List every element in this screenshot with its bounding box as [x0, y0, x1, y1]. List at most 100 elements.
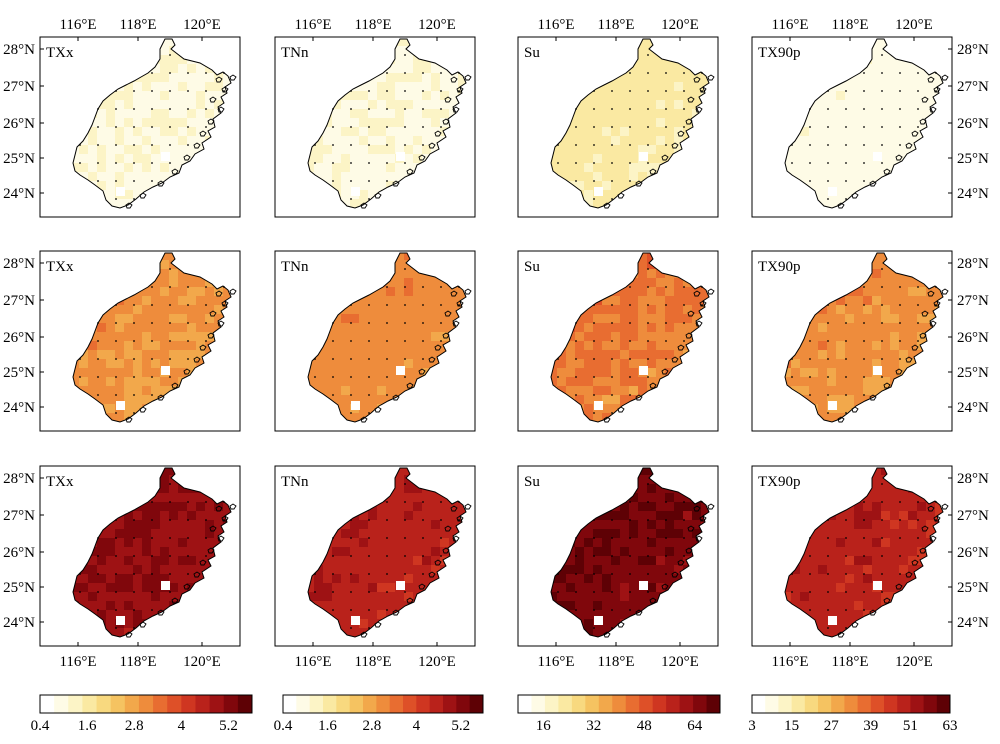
- grid-cell: [620, 547, 630, 557]
- station-dot: [115, 537, 117, 539]
- grid-cell: [151, 136, 161, 146]
- grid-cell: [440, 109, 450, 119]
- grid-cell: [178, 350, 188, 360]
- station-dot: [368, 340, 370, 342]
- grid-cell: [377, 538, 387, 548]
- grid-cell: [413, 82, 423, 92]
- longitude-label: 120°E: [661, 17, 699, 33]
- grid-cell: [431, 502, 441, 512]
- grid-cell: [115, 628, 125, 637]
- island: [374, 406, 382, 413]
- grid-cell: [169, 520, 179, 530]
- station-dot: [917, 322, 919, 324]
- grid-cell: [124, 592, 134, 602]
- grid-cell: [160, 475, 170, 485]
- grid-cell: [665, 556, 675, 566]
- grid-cell: [97, 314, 107, 324]
- grid-cell: [308, 592, 315, 602]
- station-dot: [917, 72, 919, 74]
- grid-cell: [440, 82, 450, 92]
- latitude-label: 27°N: [3, 79, 35, 95]
- grid-cell: [404, 574, 414, 584]
- station-dot: [133, 340, 135, 342]
- grid-cell: [611, 377, 621, 387]
- grid-cell: [818, 359, 828, 369]
- station-dot: [133, 108, 135, 110]
- grid-cell: [395, 520, 405, 530]
- station-dot: [647, 90, 649, 92]
- grid-cell: [142, 91, 152, 101]
- grid-cell: [611, 296, 621, 306]
- grid-cell: [917, 305, 927, 315]
- station-dot: [881, 322, 883, 324]
- grid-cell: [620, 305, 630, 315]
- station-dot: [386, 286, 388, 288]
- grid-cell: [656, 296, 666, 306]
- station-dot: [350, 555, 352, 557]
- station-dot: [827, 90, 829, 92]
- grid-cell: [88, 341, 98, 351]
- grid-cell: [133, 190, 143, 200]
- grid-cell: [214, 305, 224, 315]
- grid-cell: [692, 100, 702, 110]
- grid-cell: [377, 377, 387, 387]
- grid-cell: [413, 296, 423, 306]
- grid-cell: [836, 181, 846, 191]
- grid-cell: [124, 529, 134, 539]
- grid-cell: [566, 583, 576, 593]
- grid-cell: [872, 46, 882, 56]
- grid-cell: [845, 386, 855, 396]
- station-dot: [629, 286, 631, 288]
- grid-cell: [413, 109, 423, 119]
- grid-cell: [395, 574, 405, 584]
- grid-cell: [332, 377, 342, 387]
- grid-cell: [187, 73, 197, 83]
- grid-cell: [142, 574, 152, 584]
- grid-cell: [800, 359, 810, 369]
- station-dot: [350, 376, 352, 378]
- grid-cell: [602, 538, 612, 548]
- grid-cell: [332, 172, 342, 182]
- grid-cell: [692, 305, 702, 315]
- grid-cell: [818, 127, 828, 137]
- grid-cell: [97, 547, 107, 557]
- grid-cell: [602, 341, 612, 351]
- grid-cell: [629, 154, 639, 164]
- grid-cell: [97, 154, 107, 164]
- grid-cell: [377, 181, 387, 191]
- grid-cell: [115, 100, 125, 110]
- panel-frame: [517, 36, 719, 218]
- grid-cell: [602, 296, 612, 306]
- island: [921, 96, 929, 103]
- station-dot: [368, 358, 370, 360]
- grid-cell: [431, 73, 441, 83]
- grid-cell: [836, 82, 846, 92]
- station-dot: [115, 412, 117, 414]
- grid-cell: [395, 538, 405, 548]
- longitude-label: 116°E: [59, 654, 96, 670]
- grid-cell: [196, 332, 206, 342]
- coastal-islands: [360, 288, 472, 423]
- grid-cell: [386, 82, 396, 92]
- grid-cell: [88, 565, 98, 575]
- grid-cell: [368, 118, 378, 128]
- station-dot: [97, 394, 99, 396]
- island: [434, 559, 442, 566]
- grid-cell: [872, 350, 882, 360]
- station-dot: [151, 340, 153, 342]
- grid-cell: [566, 592, 576, 602]
- grid-cell: [386, 592, 396, 602]
- grid-cell: [431, 350, 441, 360]
- grid-cell: [899, 278, 909, 288]
- grid-cell: [836, 118, 846, 128]
- grid-cell: [863, 314, 873, 324]
- grid-cell: [431, 565, 441, 575]
- grid-cell: [115, 565, 125, 575]
- grid-cell: [368, 511, 378, 521]
- grid-cell: [431, 556, 441, 566]
- grid-cell: [196, 91, 206, 101]
- station-dot: [314, 376, 316, 378]
- missing-cell: [594, 187, 603, 196]
- grid-cell: [854, 82, 864, 92]
- island: [851, 192, 859, 199]
